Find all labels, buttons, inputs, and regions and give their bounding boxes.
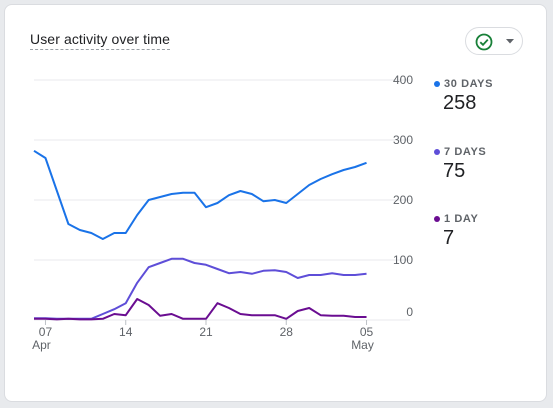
y-tick-label: 200 — [393, 193, 413, 207]
series-7-days-line — [34, 257, 367, 320]
x-tick-month: May — [351, 338, 374, 352]
y-tick-label: 100 — [393, 253, 413, 267]
x-tick-label: 05 — [360, 325, 374, 339]
chevron-down-icon — [506, 39, 514, 44]
series-1-day-dot — [434, 216, 440, 222]
card-title[interactable]: User activity over time — [30, 31, 170, 50]
y-tick-label: 0 — [406, 305, 413, 319]
legend-label: 1 DAY — [444, 213, 479, 225]
legend-1-day: 1 DAY 7 — [433, 213, 478, 250]
series-7-days-dot — [434, 149, 440, 155]
legend-value: 75 — [443, 160, 466, 182]
series-30-days-dot — [434, 81, 440, 87]
x-tick-label: 21 — [199, 325, 213, 339]
user-activity-card: User activity over time — [4, 4, 547, 402]
series-1-day-line — [34, 298, 367, 321]
legend-30-days: 30 DAYS 258 — [433, 78, 493, 115]
legend-value: 258 — [443, 92, 477, 114]
x-tick-month: Apr — [32, 338, 51, 352]
legend-7-days: 7 DAYS 75 — [433, 146, 486, 183]
x-tick-label: 14 — [119, 325, 133, 339]
x-tick-label: 07 — [39, 325, 53, 339]
x-tick-label: 28 — [280, 325, 294, 339]
legend-label: 30 DAYS — [444, 78, 494, 90]
y-tick-label: 400 — [393, 73, 413, 87]
comparison-dropdown-button[interactable] — [465, 27, 523, 55]
legend-label: 7 DAYS — [444, 146, 487, 158]
y-tick-label: 300 — [393, 133, 413, 147]
check-circle-icon — [475, 33, 493, 51]
series-30-days-line — [33, 149, 367, 240]
legend-value: 7 — [443, 227, 455, 249]
